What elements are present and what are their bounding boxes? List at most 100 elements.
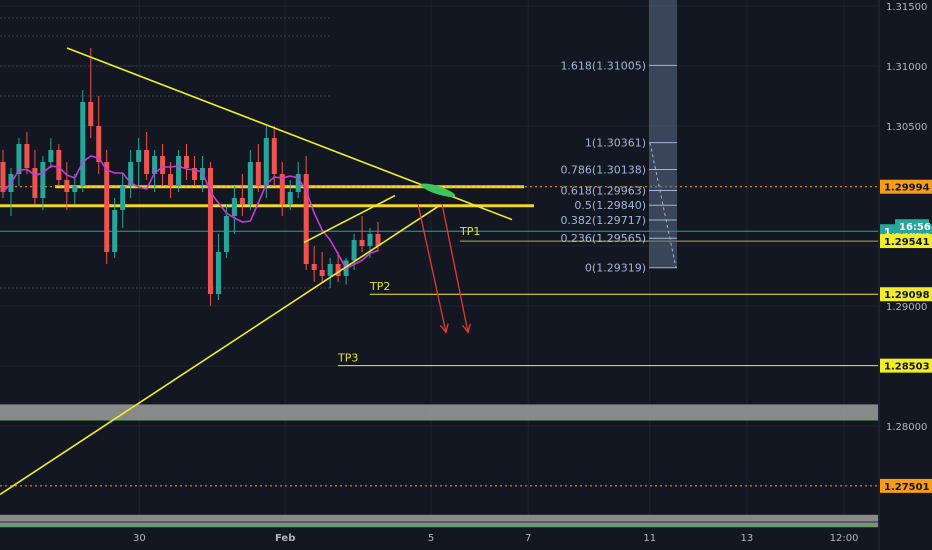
candle-body xyxy=(367,234,373,246)
price-level-tag xyxy=(880,287,932,302)
candle-body xyxy=(279,174,285,204)
time-tick-label: 7 xyxy=(525,533,531,544)
moving-average-line xyxy=(2,155,379,270)
candle-body xyxy=(191,168,197,180)
projection-arrow-shaft xyxy=(441,203,469,333)
price-tick-label: 1.31000 xyxy=(886,62,927,73)
candle-body xyxy=(56,150,62,180)
candle-body xyxy=(287,192,293,204)
candle-body xyxy=(168,174,174,186)
candle-body xyxy=(207,168,213,294)
price-tick-label: 1.30500 xyxy=(886,122,927,133)
take-profit-levels: TP1 TP2 TP3 xyxy=(337,225,480,365)
candle-body xyxy=(40,162,46,198)
projection-arrow-head xyxy=(439,323,449,334)
time-tick-label: 13 xyxy=(741,533,754,544)
fibonacci-level-label: 0.382(1.29717) xyxy=(560,214,646,227)
candle-body xyxy=(88,102,94,126)
price-level-tag xyxy=(880,358,932,373)
fibonacci-level-label: 1.618(1.31005) xyxy=(560,59,646,72)
candle-body xyxy=(351,240,357,261)
take-profit-label: TP2 xyxy=(369,280,390,293)
price-level-tag xyxy=(880,179,932,194)
candle-body xyxy=(160,156,166,174)
fibonacci-box xyxy=(649,0,677,268)
candle-body xyxy=(327,264,333,276)
candle-body xyxy=(0,162,6,192)
candle-body xyxy=(176,156,182,186)
candle-body xyxy=(359,240,365,246)
candle-body xyxy=(215,252,221,294)
trendlines[interactable] xyxy=(0,47,513,496)
candle-body xyxy=(144,150,150,174)
candle-body xyxy=(247,162,253,204)
candle-body xyxy=(24,144,30,168)
time-tick-label: 11 xyxy=(643,533,656,544)
time-tick-label: 30 xyxy=(133,533,146,544)
support-zones xyxy=(0,185,878,528)
candle-body xyxy=(152,156,158,174)
candle-body xyxy=(239,198,245,204)
ascending-trendline xyxy=(0,204,441,496)
candle-body xyxy=(263,138,269,186)
candle-body xyxy=(184,156,190,168)
price-tick-label: 1.28000 xyxy=(886,422,927,433)
candle-body xyxy=(120,186,126,210)
price-level-tag-text: 1.29994 xyxy=(884,183,930,194)
price-axis-background xyxy=(879,0,932,550)
candle-body xyxy=(375,234,381,246)
countdown-tag xyxy=(895,219,929,234)
candle-body xyxy=(64,180,70,192)
candle-body xyxy=(295,174,301,192)
fibonacci-level-label: 1(1.30361) xyxy=(585,137,646,150)
take-profit-label: TP1 xyxy=(459,225,480,238)
price-level-tag-text: 1.29098 xyxy=(884,290,930,301)
take-profit-label: TP3 xyxy=(337,352,358,365)
candle-body xyxy=(255,162,261,186)
candle-body xyxy=(271,138,277,174)
support-zone xyxy=(0,514,878,527)
candle-body xyxy=(136,150,142,162)
time-tick-label: Feb xyxy=(275,533,295,544)
fibonacci-level-label: 0(1.29319) xyxy=(585,262,646,275)
candle-body xyxy=(72,186,78,192)
time-tick-label: 5 xyxy=(428,533,434,544)
candle-body xyxy=(303,174,309,264)
candle-body xyxy=(96,126,102,162)
support-zone xyxy=(0,404,878,420)
fibonacci-extension[interactable]: 1.618(1.31005) 1(1.30361) 0.786(1.30138) 0.… xyxy=(560,0,677,275)
candle-body xyxy=(112,210,118,252)
candle-body xyxy=(80,102,86,186)
horizontal-levels xyxy=(0,186,878,487)
breakout-marker xyxy=(420,183,456,197)
price-level-tag-text: 1.28503 xyxy=(884,362,930,373)
price-axis[interactable]: 1.31500 1.31000 1.30500 1.29000 1.28000 1.299… xyxy=(878,0,932,550)
countdown-tag-text: 16:56 xyxy=(899,222,931,233)
fibonacci-level-label: 0.5(1.29840) xyxy=(574,199,646,212)
candle-body xyxy=(32,168,38,198)
projection-arrow-head xyxy=(462,323,471,334)
fibonacci-level-label: 0.786(1.30138) xyxy=(560,163,646,176)
fibonacci-level-label: 0.236(1.29565) xyxy=(560,232,646,245)
price-tick-label: 1.31500 xyxy=(886,2,927,13)
channel-upper-trendline xyxy=(303,194,396,244)
candlestick-series xyxy=(0,48,381,306)
candle-body xyxy=(16,144,22,174)
candle-body xyxy=(128,162,134,186)
candle-body xyxy=(48,150,54,162)
candle-body xyxy=(335,264,341,276)
projection-arrows xyxy=(417,203,471,334)
price-level-tag xyxy=(880,478,932,493)
candle-body xyxy=(311,264,317,270)
candle-body xyxy=(319,270,325,276)
time-tick-label: 12:00 xyxy=(830,533,859,544)
price-level-tag-text: 1.27501 xyxy=(884,482,930,493)
candle-body xyxy=(223,216,229,252)
fibonacci-level-label: 0.618(1.29963) xyxy=(560,184,646,197)
price-level-tag xyxy=(880,234,932,249)
candle-body xyxy=(231,198,237,216)
price-tick-label: 1.29000 xyxy=(886,302,927,313)
